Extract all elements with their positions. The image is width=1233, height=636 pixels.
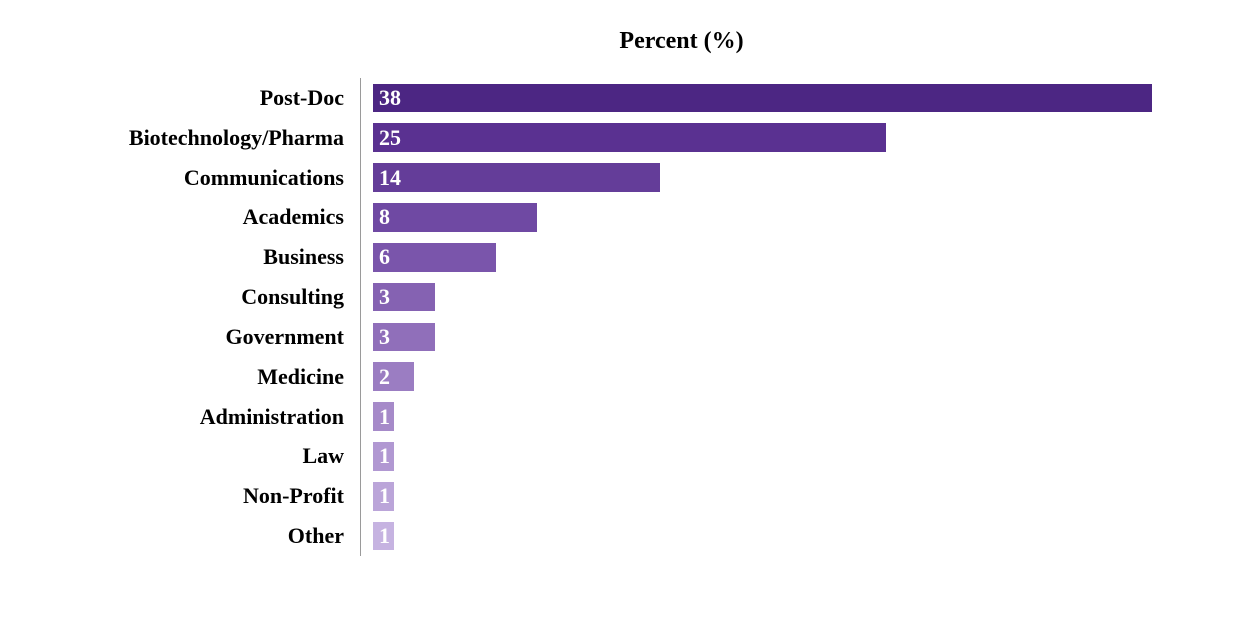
category-label: Non-Profit <box>80 485 344 507</box>
bar-row: 2 <box>373 357 1193 397</box>
bar: 25 <box>373 123 886 152</box>
category-label: Government <box>80 326 344 348</box>
bar: 14 <box>373 163 660 192</box>
bar-value-label: 2 <box>379 366 390 388</box>
bar-value-label: 8 <box>379 206 390 228</box>
category-label: Administration <box>80 406 344 428</box>
category-label: Communications <box>80 167 344 189</box>
bar-value-label: 3 <box>379 326 390 348</box>
bar: 2 <box>373 362 414 391</box>
bar: 38 <box>373 84 1152 113</box>
bar-value-label: 25 <box>379 127 401 149</box>
bar-row: 3 <box>373 317 1193 357</box>
category-label: Business <box>80 246 344 268</box>
bar-value-label: 1 <box>379 406 390 428</box>
bar-value-label: 1 <box>379 445 390 467</box>
category-labels-column: Post-Doc Biotechnology/Pharma Communicatio… <box>80 78 360 556</box>
bar-row: 25 <box>373 118 1193 158</box>
chart-container: Percent (%) Post-Doc Biotechnology/Pharma… <box>0 0 1233 636</box>
category-label: Biotechnology/Pharma <box>80 127 344 149</box>
category-label: Law <box>80 445 344 467</box>
bar: 3 <box>373 283 435 312</box>
bar-row: 14 <box>373 158 1193 198</box>
category-label: Other <box>80 525 344 547</box>
category-label: Academics <box>80 206 344 228</box>
bar: 1 <box>373 402 394 431</box>
category-label: Post-Doc <box>80 87 344 109</box>
bar: 1 <box>373 522 394 551</box>
bar-row: 3 <box>373 277 1193 317</box>
bar-row: 1 <box>373 436 1193 476</box>
bar: 6 <box>373 243 496 272</box>
plot-area: Post-Doc Biotechnology/Pharma Communicatio… <box>80 78 1193 556</box>
bar-value-label: 38 <box>379 87 401 109</box>
bar-value-label: 3 <box>379 286 390 308</box>
bar: 1 <box>373 442 394 471</box>
chart-title: Percent (%) <box>0 28 1233 55</box>
bar: 3 <box>373 323 435 352</box>
bar-row: 38 <box>373 78 1193 118</box>
bar-row: 1 <box>373 516 1193 556</box>
bars-column: 38 25 14 8 6 3 3 2 1 1 1 1 <box>361 78 1193 556</box>
bar-row: 1 <box>373 476 1193 516</box>
bar: 1 <box>373 482 394 511</box>
bar-value-label: 14 <box>379 167 401 189</box>
bar-row: 1 <box>373 397 1193 437</box>
category-label: Medicine <box>80 366 344 388</box>
bar-value-label: 1 <box>379 485 390 507</box>
bar-row: 8 <box>373 197 1193 237</box>
bar: 8 <box>373 203 537 232</box>
bar-value-label: 6 <box>379 246 390 268</box>
bar-row: 6 <box>373 237 1193 277</box>
bar-value-label: 1 <box>379 525 390 547</box>
category-label: Consulting <box>80 286 344 308</box>
